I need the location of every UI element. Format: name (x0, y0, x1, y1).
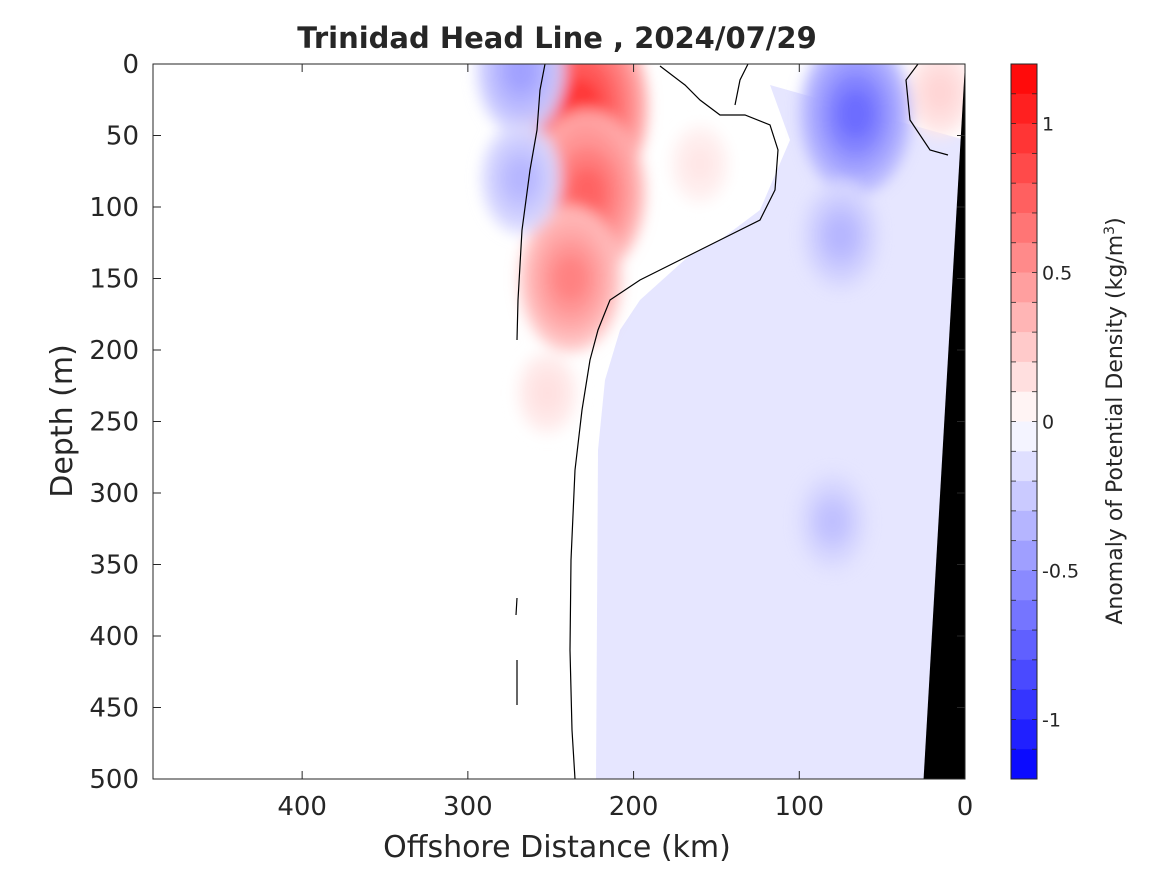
y-tick-label: 100 (89, 193, 139, 223)
y-tick-label: 400 (89, 622, 139, 652)
x-axis-label: Offshore Distance (km) (383, 830, 731, 865)
anomaly-patch (927, 76, 953, 109)
colorbar: 1 0.5 0 -0.5 -1 (1010, 63, 1079, 780)
colorbar-segment (1011, 659, 1037, 691)
x-tick-label: 200 (609, 792, 659, 822)
colorbar-label-main: Anomaly of Potential Density (kg/m (1103, 235, 1128, 625)
colorbar-segment (1011, 93, 1037, 125)
colorbar-segment (1011, 361, 1037, 393)
colorbar-tick-label: 1 (1042, 114, 1054, 136)
colorbar-segment (1011, 332, 1037, 363)
colorbar-segment (1011, 540, 1037, 571)
y-tick-label: 250 (89, 408, 139, 438)
colorbar-label-sup: 3 (1102, 226, 1118, 235)
zero-contour-line-deep-left (515, 597, 518, 705)
colorbar-segment (1011, 451, 1037, 482)
y-tick-label: 300 (89, 479, 139, 509)
anomaly-patches (476, 64, 965, 574)
colorbar-segment (1011, 272, 1037, 303)
colorbar-segment (1011, 183, 1037, 214)
colorbar-label: Anomaly of Potential Density (kg/m3) (1102, 217, 1128, 624)
anomaly-patch (837, 89, 875, 139)
chart-title: Trinidad Head Line , 2024/07/29 (297, 21, 817, 55)
y-tick-label: 0 (122, 50, 139, 80)
colorbar-segment (1011, 391, 1037, 422)
y-tick-label: 50 (106, 122, 139, 152)
colorbar-segment (1011, 153, 1037, 184)
colorbar-tick-label: 0.5 (1042, 263, 1072, 285)
colorbar-segment (1011, 64, 1037, 95)
colorbar-segment (1011, 630, 1037, 661)
colorbar-segment (1011, 421, 1037, 452)
y-tick-label: 450 (89, 694, 139, 724)
y-tick-label: 350 (89, 551, 139, 581)
anomaly-patch (553, 255, 588, 302)
colorbar-segment (1011, 123, 1037, 154)
zero-contour-line-nearshore (905, 64, 949, 156)
x-tick-label: 100 (774, 792, 824, 822)
zero-contour-line-shelf (734, 64, 749, 106)
anomaly-patch (826, 217, 856, 254)
colorbar-segment (1011, 481, 1037, 512)
anomaly-patch (505, 64, 537, 92)
anomaly-patch (568, 167, 607, 219)
x-axis: 400 300 200 100 0 (277, 64, 973, 822)
colorbar-segment (1011, 570, 1037, 601)
anomaly-patch (818, 504, 847, 540)
bathymetry-wedge (923, 64, 965, 779)
colorbar-frame (1010, 63, 1038, 780)
colorbar-segment (1011, 510, 1037, 542)
y-axis-label: Depth (m) (45, 344, 80, 498)
colorbar-tick-label: -0.5 (1042, 560, 1079, 582)
y-tick-label: 150 (89, 265, 139, 295)
colorbar-tick-label: -1 (1042, 709, 1061, 731)
x-tick-label: 300 (443, 792, 493, 822)
colorbar-segment (1011, 749, 1037, 780)
colorbar-label-close: ) (1103, 217, 1128, 226)
colorbar-segment (1011, 302, 1037, 333)
colorbar-segment (1011, 242, 1037, 274)
zero-contour-line (569, 65, 779, 779)
x-tick-label: 0 (957, 792, 974, 822)
anomaly-patch (688, 149, 712, 179)
colorbar-segment (1011, 689, 1037, 720)
colorbar-segment (1011, 719, 1037, 750)
zero-contour-line-left (516, 64, 546, 341)
colorbar-segment (1011, 212, 1037, 244)
colorbar-segment (1011, 600, 1037, 631)
x-tick-label: 400 (277, 792, 327, 822)
y-axis: 0 50 100 150 200 250 300 350 400 450 500 (89, 50, 965, 795)
anomaly-patch (535, 378, 560, 408)
y-tick-label: 500 (89, 765, 139, 795)
y-tick-label: 200 (89, 336, 139, 366)
plot-area (152, 63, 966, 780)
colorbar-tick-label: 0 (1042, 412, 1054, 434)
